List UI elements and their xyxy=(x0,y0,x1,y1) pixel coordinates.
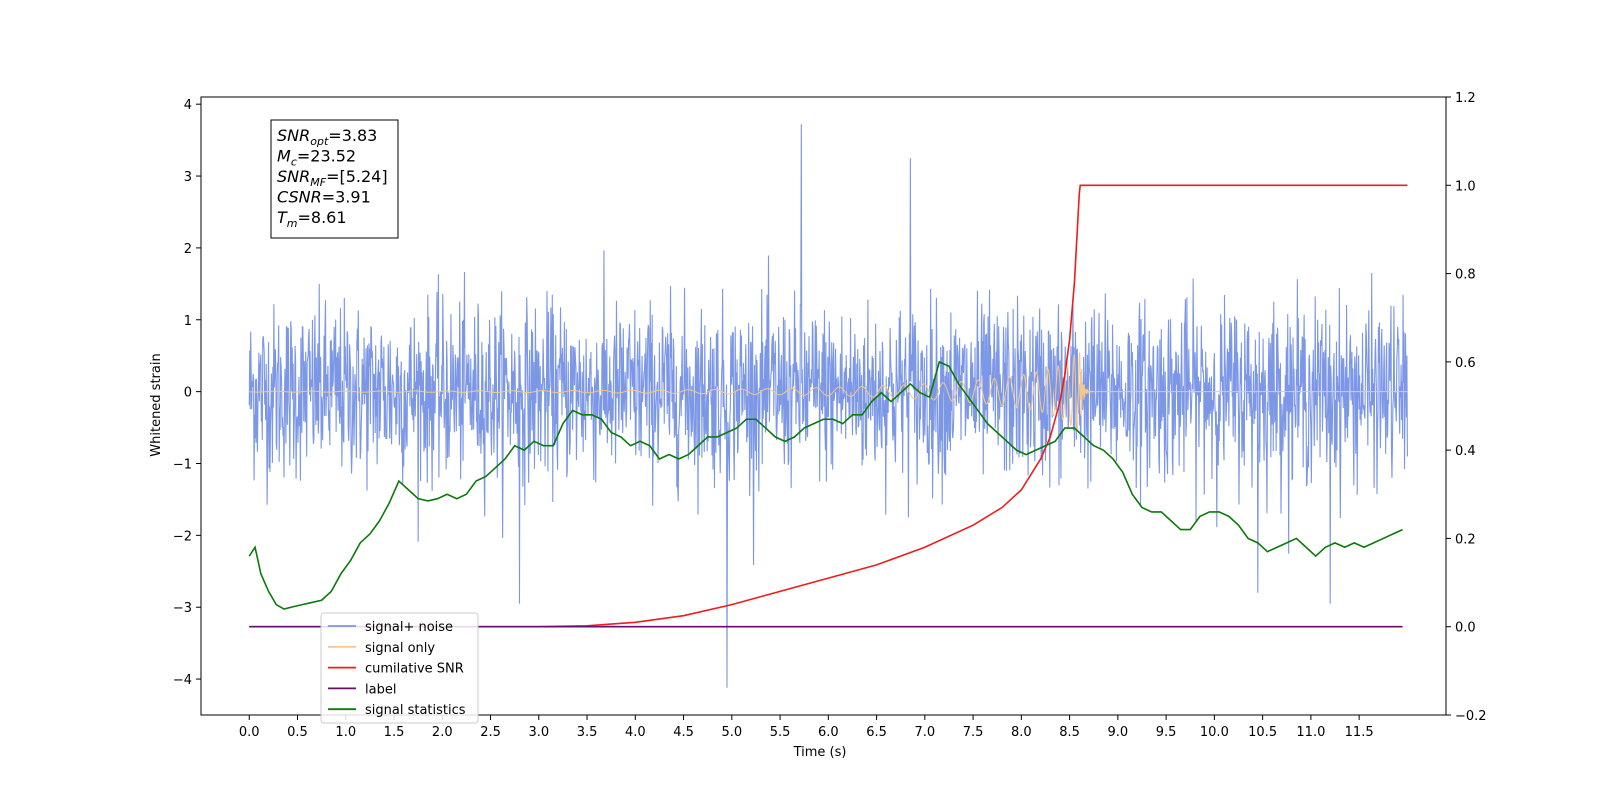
annotation-subscript: MF xyxy=(310,176,326,189)
legend-label: signal only xyxy=(365,641,435,656)
y-right-tick-label: 1.0 xyxy=(1455,179,1476,194)
annotation-symbol: CSNR xyxy=(277,188,322,207)
x-axis-label: Time (s) xyxy=(793,745,847,760)
x-tick-label: 11.0 xyxy=(1296,725,1325,740)
series-line-signal-noise xyxy=(248,124,1408,688)
y-right-tick-label: 0.0 xyxy=(1455,621,1476,636)
x-tick-label: 4.0 xyxy=(625,725,646,740)
annotation-value: =3.83 xyxy=(328,126,377,145)
y-axis-left-label: Whitened strain xyxy=(149,353,164,456)
y-left-tick-label: 2 xyxy=(184,242,192,257)
annotation-value: =8.61 xyxy=(298,208,347,227)
annotation-subscript: c xyxy=(291,156,297,169)
annotation-symbol: SNR xyxy=(277,126,310,145)
y-left-tick-label: 3 xyxy=(184,170,192,185)
annotation-value: =3.91 xyxy=(322,188,371,207)
x-tick-label: 3.5 xyxy=(577,725,598,740)
annotation-symbol: T xyxy=(277,208,288,227)
x-tick-label: 2.0 xyxy=(432,725,453,740)
y-left-tick-label: −4 xyxy=(173,673,192,688)
y-right-tick-label: 0.6 xyxy=(1455,356,1476,371)
legend-label: signal statistics xyxy=(365,703,466,718)
x-tick-label: 1.5 xyxy=(384,725,405,740)
x-tick-label: 7.0 xyxy=(914,725,935,740)
x-tick-label: 3.0 xyxy=(528,725,549,740)
x-tick-label: 6.0 xyxy=(818,725,839,740)
x-tick-label: 5.0 xyxy=(721,725,742,740)
x-tick-label: 4.5 xyxy=(673,725,694,740)
annotation-box xyxy=(270,119,399,239)
series-line-cumilative-snr xyxy=(249,184,1408,628)
annotation-subscript: opt xyxy=(310,135,329,148)
x-tick-label: 7.5 xyxy=(963,725,984,740)
legend-label: label xyxy=(365,682,396,697)
annotation-value: =[5.24] xyxy=(326,167,388,186)
x-tick-label: 1.0 xyxy=(335,725,356,740)
x-tick-label: 9.5 xyxy=(1156,725,1177,740)
y-left-tick-label: −3 xyxy=(173,601,192,616)
y-right-tick-label: 1.2 xyxy=(1455,91,1476,106)
x-tick-label: 0.5 xyxy=(287,725,308,740)
series-line-signal-only xyxy=(249,352,1408,432)
x-tick-label: 11.5 xyxy=(1345,725,1374,740)
annotation-value: =23.52 xyxy=(297,147,356,166)
x-tick-label: 2.5 xyxy=(480,725,501,740)
annotation-line: Tm=8.61 xyxy=(277,208,347,230)
y-left-tick-label: 0 xyxy=(184,386,192,401)
annotation-line: SNRopt=3.83 xyxy=(277,126,377,148)
legend-box xyxy=(320,612,479,724)
y-axis-right: −0.2 0.0 0.2 0.4 0.6 0.8 1.0 1.2 xyxy=(1446,91,1487,724)
plot-frame xyxy=(200,96,1447,716)
x-tick-label: 9.0 xyxy=(1108,725,1129,740)
x-tick-label: 6.5 xyxy=(866,725,887,740)
y-right-tick-label: 0.2 xyxy=(1455,532,1476,547)
annotation-symbol: M xyxy=(277,147,291,166)
y-right-tick-label: 0.4 xyxy=(1455,444,1476,459)
y-left-tick-label: −2 xyxy=(173,529,192,544)
x-tick-label: 8.5 xyxy=(1059,725,1080,740)
x-tick-label: 10.5 xyxy=(1248,725,1277,740)
parameter-annotation: SNRopt=3.83Mc=23.52SNRMF=[5.24]CSNR=3.91… xyxy=(270,119,399,239)
y-left-tick-label: 1 xyxy=(184,314,192,329)
annotation-line: Mc=23.52 xyxy=(277,147,356,169)
x-tick-label: 0.0 xyxy=(239,725,260,740)
y-axis-left: −4 −3 −2 −1 0 1 2 3 4 xyxy=(173,98,201,688)
annotation-line: SNRMF=[5.24] xyxy=(277,167,388,189)
y-right-tick-label: 0.8 xyxy=(1455,268,1476,283)
y-left-tick-label: 4 xyxy=(184,98,192,113)
series-line-signal-statistics xyxy=(248,360,1403,610)
x-tick-label: 5.5 xyxy=(770,725,791,740)
x-axis: 0.0 0.5 1.0 1.5 2.0 2.5 3.0 3.5 4.0 4.5 5.0 5.5 6.0 6… xyxy=(239,715,1374,740)
annotation-subscript: m xyxy=(287,217,298,230)
legend-label: cumilative SNR xyxy=(365,662,464,677)
annotation-symbol: SNR xyxy=(277,167,310,186)
x-tick-label: 10.0 xyxy=(1200,725,1229,740)
legend: signal+ noise signal only cumilative SNR la… xyxy=(320,612,479,724)
legend-label: signal+ noise xyxy=(365,620,453,635)
y-left-tick-label: −1 xyxy=(173,457,192,472)
annotation-line: CSNR=3.91 xyxy=(277,188,371,207)
x-tick-label: 8.0 xyxy=(1011,725,1032,740)
y-right-tick-label: −0.2 xyxy=(1455,709,1487,724)
